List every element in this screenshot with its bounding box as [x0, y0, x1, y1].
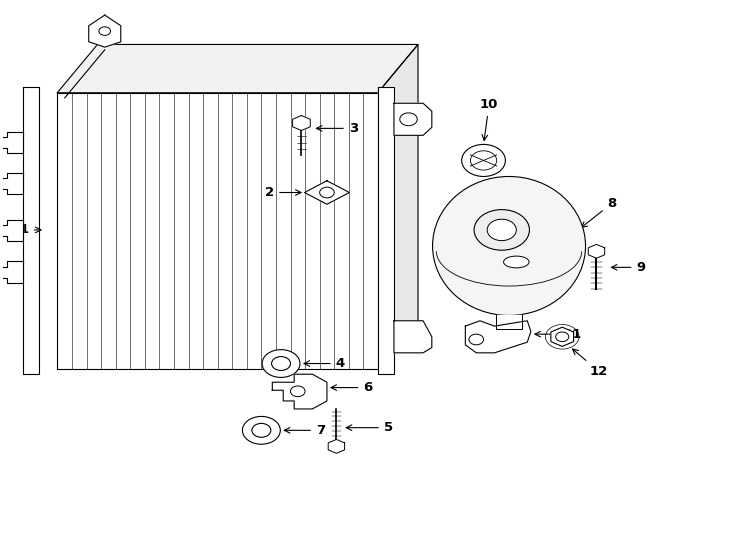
Polygon shape — [0, 173, 23, 194]
Polygon shape — [57, 44, 418, 92]
Polygon shape — [23, 87, 39, 374]
Polygon shape — [378, 87, 394, 374]
Circle shape — [99, 27, 111, 36]
Circle shape — [469, 334, 484, 345]
Circle shape — [487, 219, 516, 241]
Circle shape — [400, 113, 417, 126]
Text: 12: 12 — [573, 349, 608, 378]
Circle shape — [262, 349, 300, 377]
Polygon shape — [551, 327, 573, 347]
Text: 4: 4 — [304, 357, 345, 370]
Circle shape — [291, 386, 305, 397]
Polygon shape — [378, 44, 418, 369]
Text: 10: 10 — [480, 98, 498, 140]
Ellipse shape — [504, 256, 529, 268]
Polygon shape — [0, 132, 23, 153]
Text: 8: 8 — [581, 197, 617, 227]
Text: 2: 2 — [265, 186, 301, 199]
Polygon shape — [89, 15, 121, 47]
Text: 7: 7 — [284, 424, 325, 437]
Circle shape — [474, 210, 529, 250]
Polygon shape — [57, 92, 378, 369]
Circle shape — [462, 144, 506, 177]
Ellipse shape — [432, 177, 586, 315]
Circle shape — [242, 416, 280, 444]
Circle shape — [272, 356, 291, 370]
Polygon shape — [305, 181, 349, 204]
Polygon shape — [496, 315, 522, 329]
Polygon shape — [465, 321, 531, 353]
Polygon shape — [394, 321, 432, 353]
Polygon shape — [293, 116, 310, 131]
Polygon shape — [272, 374, 327, 409]
Circle shape — [470, 151, 497, 170]
Text: 1: 1 — [20, 224, 41, 237]
Polygon shape — [0, 261, 23, 283]
Circle shape — [556, 332, 569, 342]
Polygon shape — [328, 440, 344, 453]
Circle shape — [319, 187, 334, 198]
Polygon shape — [0, 220, 23, 241]
Text: 11: 11 — [535, 328, 582, 341]
Text: 5: 5 — [346, 421, 393, 434]
Text: 9: 9 — [611, 261, 646, 274]
Polygon shape — [588, 244, 605, 258]
Text: 6: 6 — [331, 381, 373, 394]
Circle shape — [252, 423, 271, 437]
Polygon shape — [394, 103, 432, 136]
Text: 3: 3 — [316, 122, 358, 135]
